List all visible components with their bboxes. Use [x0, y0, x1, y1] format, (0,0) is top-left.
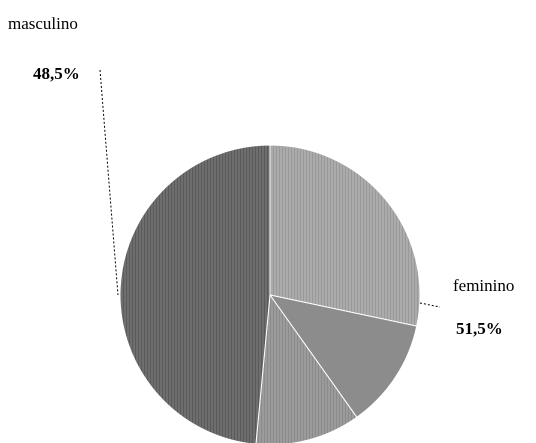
leader-line-masculino — [99, 69, 119, 296]
pie-slices — [119, 144, 421, 443]
data-label-feminino: 51,5% — [456, 319, 503, 338]
label-feminino: feminino — [453, 276, 514, 295]
slice-masculino — [119, 144, 271, 443]
slice-feminino-band-3 — [255, 293, 358, 443]
label-masculino: masculino — [8, 14, 78, 33]
slice-feminino-band-1 — [269, 144, 421, 327]
slice-feminino-band-2 — [268, 294, 418, 418]
leader-line-feminino — [419, 302, 441, 308]
data-label-masculino: 48,5% — [33, 64, 80, 83]
